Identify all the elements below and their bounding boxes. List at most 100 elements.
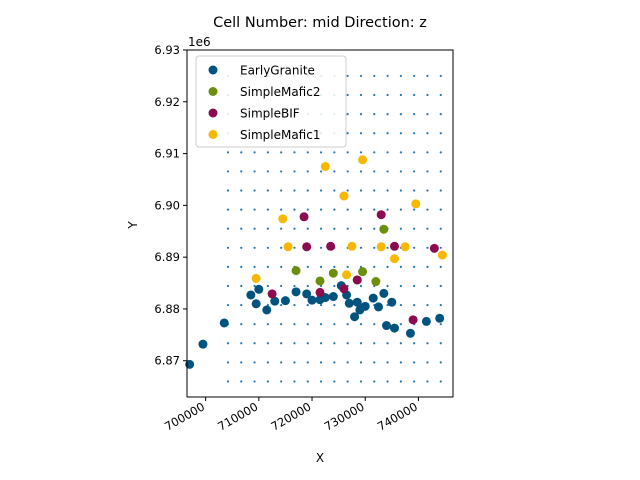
grid-point: [280, 151, 283, 154]
grid-point: [280, 323, 283, 326]
grid-point: [226, 208, 230, 211]
grid-point: [306, 189, 309, 192]
grid-point: [426, 189, 429, 192]
grid-point: [253, 380, 256, 383]
grid-point: [386, 361, 389, 364]
grid-point: [426, 284, 429, 288]
grid-point: [240, 284, 243, 288]
grid-point: [280, 246, 283, 249]
grid-point: [346, 93, 349, 97]
data-point-series-0: [382, 321, 391, 331]
grid-point: [319, 380, 323, 383]
data-point-series-0: [280, 296, 290, 306]
grid-point: [333, 151, 336, 154]
y-tick-label: 6.89: [154, 250, 180, 264]
grid-point: [373, 170, 376, 173]
grid-point: [373, 132, 376, 135]
data-point-series-0: [368, 293, 378, 303]
grid-point: [386, 132, 389, 135]
grid-point: [373, 74, 376, 78]
grid-point: [253, 227, 256, 230]
grid-point: [426, 265, 429, 268]
grid-point: [266, 342, 269, 345]
grid-point: [266, 323, 269, 326]
grid-point: [280, 361, 283, 364]
data-point-series-2: [389, 241, 399, 251]
grid-point: [399, 208, 402, 211]
data-point-series-3: [347, 241, 357, 251]
grid-point: [293, 303, 296, 307]
grid-point: [333, 323, 336, 326]
data-point-series-3: [411, 199, 421, 209]
grid-point: [373, 113, 376, 116]
grid-point: [319, 151, 323, 154]
grid-point: [226, 265, 230, 268]
data-point-series-0: [328, 292, 338, 302]
grid-point: [413, 93, 416, 97]
grid-point: [280, 208, 283, 211]
grid-point: [439, 303, 442, 307]
data-point-series-1: [315, 276, 325, 286]
grid-point: [240, 227, 243, 230]
grid-point: [253, 170, 256, 173]
grid-point: [333, 208, 336, 211]
grid-point: [253, 151, 256, 154]
grid-point: [386, 189, 389, 192]
grid-point: [399, 303, 402, 307]
grid-point: [439, 93, 442, 97]
grid-point: [333, 380, 336, 383]
grid-point: [226, 189, 230, 192]
grid-point: [439, 342, 442, 345]
data-point-series-1: [371, 277, 381, 287]
grid-point: [226, 342, 230, 345]
grid-point: [346, 132, 349, 135]
grid-point: [359, 227, 363, 230]
grid-point: [386, 151, 389, 154]
data-point-series-3: [278, 214, 288, 224]
data-point-series-0: [389, 323, 399, 333]
grid-point: [386, 170, 389, 173]
grid-point: [439, 74, 442, 78]
grid-point: [266, 380, 269, 383]
grid-point: [359, 284, 363, 288]
grid-point: [373, 208, 376, 211]
data-point-series-2: [408, 315, 418, 325]
grid-point: [253, 342, 256, 345]
grid-point: [439, 208, 442, 211]
grid-point: [240, 342, 243, 345]
grid-point: [373, 380, 376, 383]
grid-point: [399, 74, 402, 78]
grid-point: [359, 342, 363, 345]
grid-point: [333, 342, 336, 345]
legend-marker: [208, 87, 218, 96]
data-point-series-3: [437, 250, 447, 260]
grid-point: [413, 132, 416, 135]
grid-point: [306, 265, 309, 268]
data-point-series-3: [283, 242, 293, 252]
data-point-series-3: [339, 191, 349, 201]
grid-point: [426, 170, 429, 173]
grid-point: [280, 303, 283, 307]
data-point-series-0: [307, 295, 317, 305]
grid-point: [399, 113, 402, 116]
legend-label: SimpleMafic2: [240, 85, 320, 99]
legend-label: SimpleBIF: [240, 107, 300, 121]
grid-point: [240, 208, 243, 211]
grid-point: [426, 113, 429, 116]
grid-point: [266, 227, 269, 230]
y-tick-label: 6.91: [154, 147, 180, 161]
grid-point: [293, 323, 296, 326]
grid-point: [359, 189, 363, 192]
grid-point: [386, 284, 389, 288]
grid-point: [319, 246, 323, 249]
grid-point: [226, 170, 230, 173]
grid-point: [253, 208, 256, 211]
data-point-series-3: [251, 273, 261, 283]
grid-point: [346, 265, 349, 268]
grid-point: [439, 246, 442, 249]
data-point-series-1: [291, 266, 301, 276]
grid-point: [359, 93, 363, 97]
grid-point: [426, 151, 429, 154]
grid-point: [306, 323, 309, 326]
